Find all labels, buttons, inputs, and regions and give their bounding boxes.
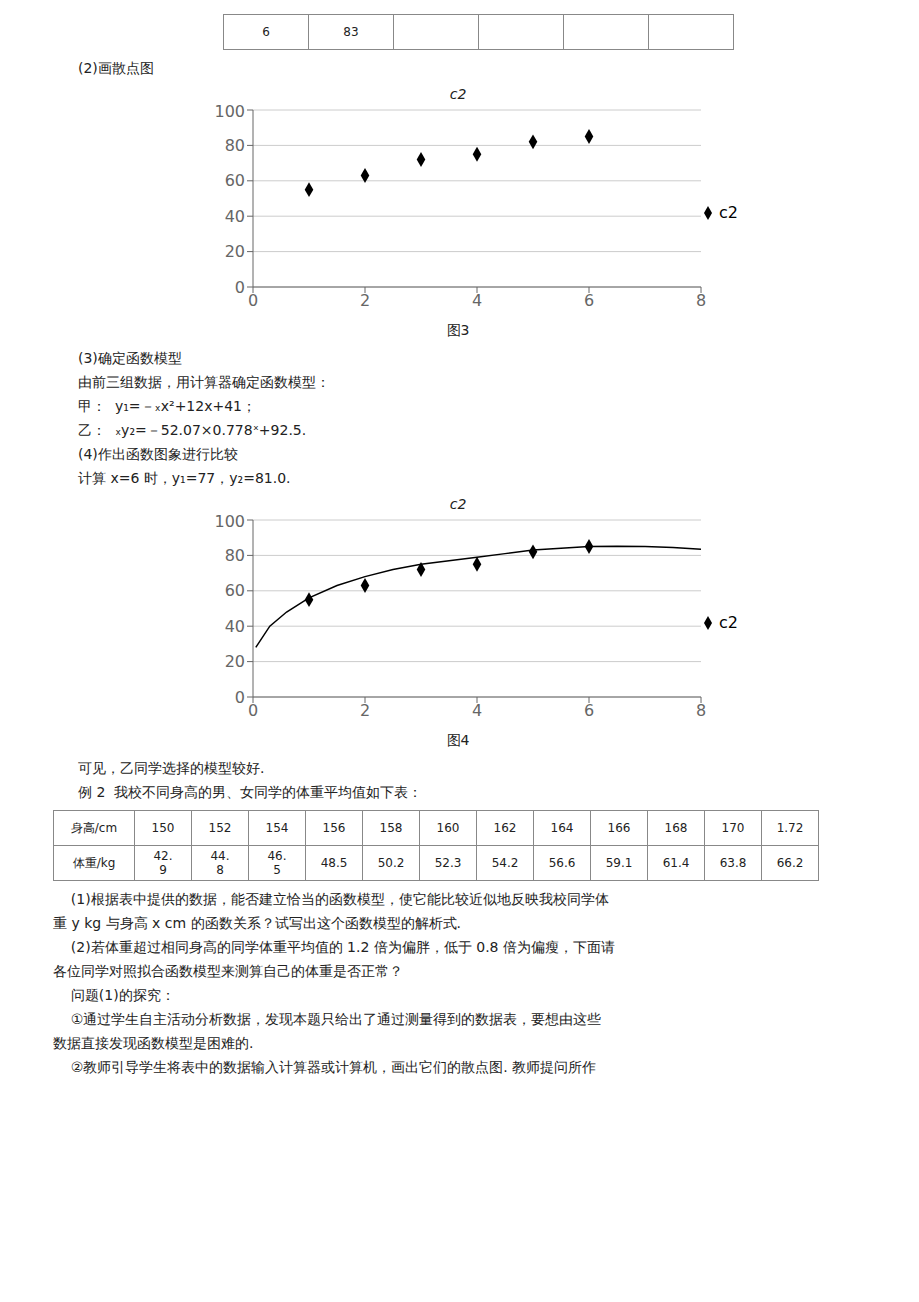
html-text:83: 83 [343, 25, 359, 39]
html-text:身高/cm: 身高/cm [70, 820, 118, 835]
html-text:44. 8: 44. 8 [210, 849, 230, 877]
svg-text:6: 6 [584, 291, 594, 310]
svg-text:0: 0 [248, 701, 258, 720]
html-text:166: 166 [607, 821, 631, 835]
svg-text:0: 0 [235, 278, 245, 297]
html-text:c2: c2 [449, 496, 467, 512]
html-text:158: 158 [379, 821, 403, 835]
html-text:156: 156 [322, 821, 346, 835]
html-text:例 2 我校不同身高的男、女同学的体重平均值如下表：: 例 2 我校不同身高的男、女同学的体重平均值如下表： [78, 784, 423, 800]
html-text:体重/kg: 体重/kg [72, 855, 116, 870]
html-text:170: 170 [721, 821, 745, 835]
html-text:(2)画散点图: (2)画散点图 [78, 60, 154, 76]
html-text:150: 150 [151, 821, 175, 835]
svg-text:2: 2 [360, 701, 370, 720]
svg-text:8: 8 [696, 291, 706, 310]
html-text:1.72: 1.72 [776, 821, 804, 835]
html-text:各位同学对照拟合函数模型来测算自己的体重是否正常？: 各位同学对照拟合函数模型来测算自己的体重是否正常？ [53, 963, 403, 979]
html-text:(1)根据表中提供的数据，能否建立恰当的函数模型，使它能比较: (1)根据表中提供的数据，能否建立恰当的函数模型，使它能比较近似地反映我校同学体 [53, 891, 609, 907]
svg-text:60: 60 [225, 171, 245, 190]
svg-text:4: 4 [472, 291, 482, 310]
html-text:②教师引导学生将表中的数据输入计算器或计算机，画出它们的散点: ②教师引导学生将表中的数据输入计算器或计算机，画出它们的散点图. 教师提问所作 [53, 1059, 597, 1075]
svg-text:80: 80 [225, 136, 245, 155]
html-text:由前三组数据，用计算器确定函数模型：: 由前三组数据，用计算器确定函数模型： [78, 374, 330, 390]
html-text:56.6: 56.6 [548, 856, 576, 870]
html-text:问题(1)的探究：: 问题(1)的探究： [53, 987, 175, 1003]
html-text:(4)作出函数图象进行比较: (4)作出函数图象进行比较 [78, 446, 238, 462]
html-text:可见，乙同学选择的模型较好.: 可见，乙同学选择的模型较好. [78, 760, 265, 776]
html-text:168: 168 [664, 821, 688, 835]
svg-text:100: 100 [214, 512, 245, 531]
html-text:①通过学生自主活动分析数据，发现本题只给出了通过测量得到的数: ①通过学生自主活动分析数据，发现本题只给出了通过测量得到的数据表，要想由这些 [53, 1011, 602, 1027]
html-text:数据直接发现函数模型是困难的.: 数据直接发现函数模型是困难的. [53, 1035, 254, 1051]
html-text:152: 152 [208, 821, 232, 835]
html-text:图4: 图4 [446, 732, 470, 748]
svg-text:100: 100 [214, 102, 245, 121]
svg-text:6: 6 [584, 701, 594, 720]
html-text:乙： ₓy₂=－52.07×0.778ˣ+92.5.: 乙： ₓy₂=－52.07×0.778ˣ+92.5. [78, 422, 307, 438]
html-text:c2: c2 [449, 86, 467, 102]
html-text:162: 162 [493, 821, 517, 835]
html-text:52.3: 52.3 [434, 856, 462, 870]
html-text:48.5: 48.5 [320, 856, 348, 870]
html-text:c2: c2 [719, 202, 738, 222]
svg-text:4: 4 [472, 701, 482, 720]
svg-text:40: 40 [225, 617, 245, 636]
html-text:计算 x=6 时，y₁=77，y₂=81.0.: 计算 x=6 时，y₁=77，y₂=81.0. [78, 470, 291, 486]
svg-text:0: 0 [248, 291, 258, 310]
html-text:(2)若体重超过相同身高的同学体重平均值的 1.2 倍为偏胖: (2)若体重超过相同身高的同学体重平均值的 1.2 倍为偏胖，低于 0.8 倍为… [53, 939, 615, 955]
svg-text:20: 20 [225, 652, 245, 671]
html-text:(3)确定函数模型: (3)确定函数模型 [78, 350, 182, 366]
html-text:160: 160 [436, 821, 460, 835]
html-text:图3: 图3 [446, 322, 470, 338]
svg-text:60: 60 [225, 581, 245, 600]
html-text:154: 154 [265, 821, 289, 835]
html-text:甲： y₁=－ₓx²+12x+41；: 甲： y₁=－ₓx²+12x+41； [78, 398, 256, 414]
html-text:c2: c2 [719, 612, 738, 632]
html-text:42. 9: 42. 9 [153, 849, 173, 877]
html-text:164: 164 [550, 821, 574, 835]
html-text:6: 6 [262, 25, 270, 39]
svg-text:20: 20 [225, 242, 245, 261]
html-text:66.2: 66.2 [776, 856, 804, 870]
html-text:63.8: 63.8 [719, 856, 747, 870]
html-text:61.4: 61.4 [662, 856, 690, 870]
svg-text:2: 2 [360, 291, 370, 310]
html-text:46. 5: 46. 5 [267, 849, 287, 877]
svg-text:80: 80 [225, 546, 245, 565]
html-text:50.2: 50.2 [377, 856, 405, 870]
html-text:54.2: 54.2 [491, 856, 519, 870]
svg-text:40: 40 [225, 207, 245, 226]
html-text:59.1: 59.1 [605, 856, 633, 870]
svg-text:0: 0 [235, 688, 245, 707]
svg-text:8: 8 [696, 701, 706, 720]
html-text:重 y kg 与身高 x cm 的函数关系？试写出这个函数模: 重 y kg 与身高 x cm 的函数关系？试写出这个函数模型的解析式. [53, 915, 462, 931]
